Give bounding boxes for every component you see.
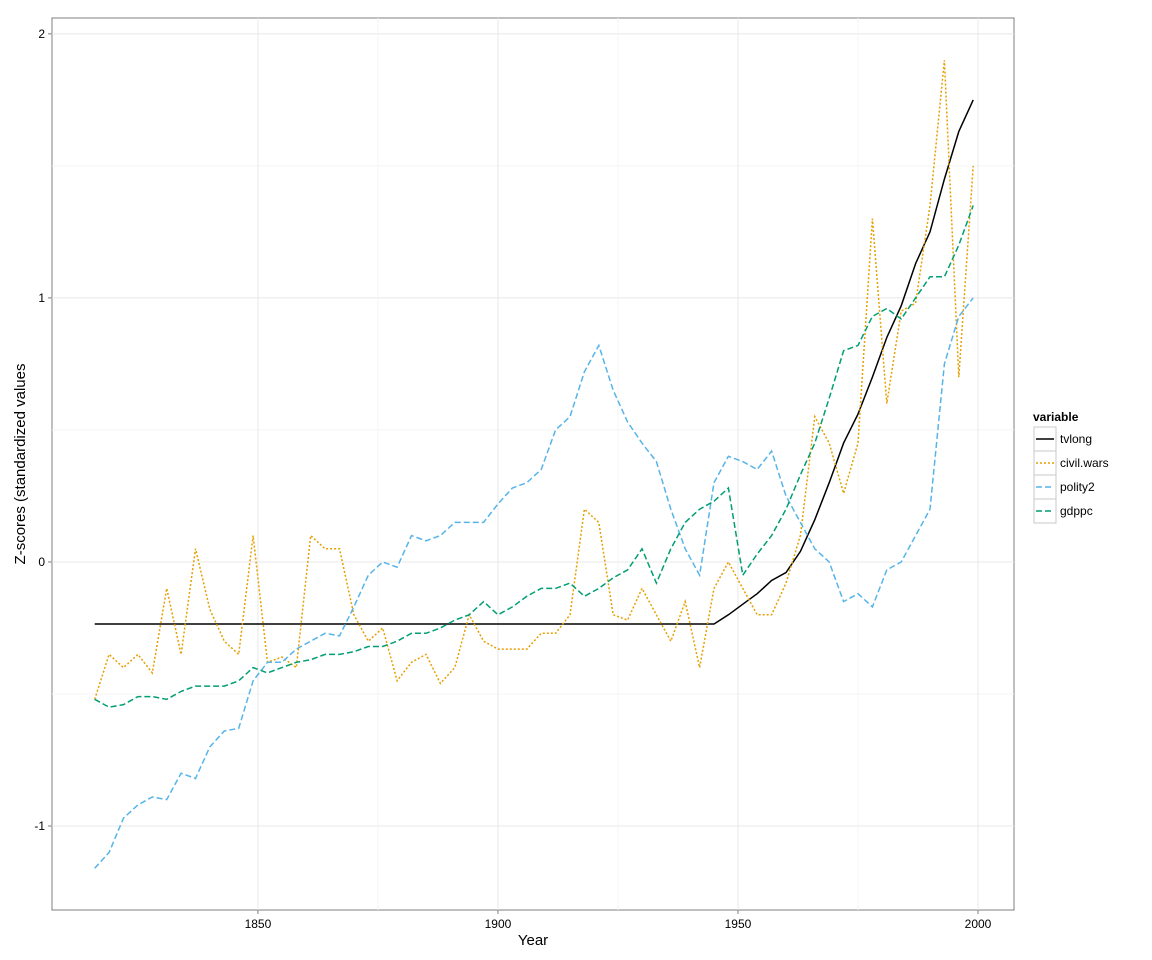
legend-label: polity2: [1060, 480, 1095, 494]
y-tick-label: 0: [38, 555, 45, 569]
x-tick-label: 1950: [725, 917, 752, 931]
series-line: [94, 297, 974, 869]
plot-panel: [51, 17, 1015, 911]
series-line: [94, 205, 974, 708]
x-tick-label: 2000: [965, 917, 992, 931]
legend-title: variable: [1033, 410, 1079, 424]
legend-label: gdppc: [1060, 504, 1093, 518]
y-tick-label: 2: [38, 27, 45, 41]
y-tick-label: 1: [38, 291, 45, 305]
x-tick-label: 1850: [245, 917, 272, 931]
legend-label: civil.wars: [1060, 456, 1109, 470]
series-line: [94, 99, 974, 625]
y-tick-label: -1: [34, 819, 45, 833]
x-tick-label: 1900: [485, 917, 512, 931]
y-axis-label: Z-scores (standardized values: [12, 364, 29, 565]
x-axis-label: Year: [518, 932, 548, 949]
legend-label: tvlong: [1060, 432, 1092, 446]
